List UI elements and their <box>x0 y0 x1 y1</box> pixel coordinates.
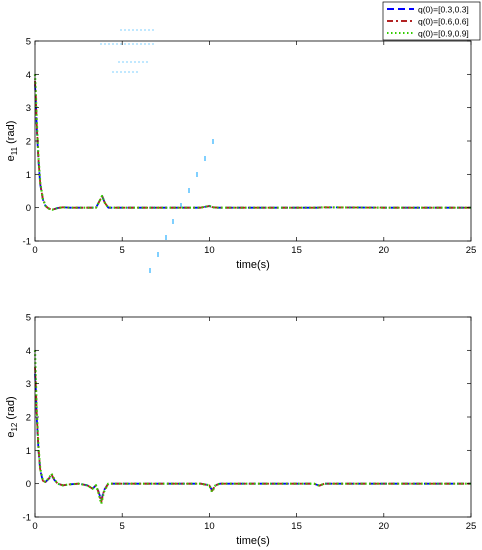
top-plot-ylabel-sub: 11 <box>10 146 19 155</box>
top-plot-ytick-label: 3 <box>26 103 31 114</box>
legend-entry: q(0)=[0.9,0.9] <box>387 29 469 39</box>
bottom-plot-series-line-0 <box>34 373 471 502</box>
artifact-mark <box>157 252 159 257</box>
bottom-plot-series-line-1 <box>34 366 471 503</box>
top-plot-series-line-2 <box>33 74 471 211</box>
legend-entry: q(0)=[0.3,0.3] <box>387 5 469 15</box>
top-plot-ytick-label: 1 <box>26 170 31 181</box>
legend-label-1: q(0)=[0.6,0.6] <box>418 17 469 27</box>
bottom-plot-frame <box>34 316 472 518</box>
top-plot-xtick-label: 20 <box>379 245 390 256</box>
top-plot-series <box>33 74 471 211</box>
bottom-plot-ytick-label: 1 <box>26 446 31 457</box>
top-plot-ytick-label: 2 <box>26 137 31 148</box>
artifact-mark <box>165 235 167 240</box>
top-plot-ylabel: e11 (rad) <box>5 121 19 162</box>
top-plot-xtick-label: 10 <box>204 245 215 256</box>
top-plot-xtick-label: 0 <box>32 245 37 256</box>
artifact-mark <box>188 188 190 193</box>
top-plot-ylabel-main: e <box>5 155 17 161</box>
legend: q(0)=[0.3,0.3] q(0)=[0.6,0.6] q(0)=[0.9,… <box>382 1 481 41</box>
bottom-plot-xtick-label: 25 <box>466 521 477 532</box>
artifact-mark <box>172 219 174 224</box>
top-plot-xtick-label: 5 <box>120 245 125 256</box>
bottom-plot-xtick-label: 0 <box>32 521 37 532</box>
top-plot-ytick-label: 4 <box>26 70 31 81</box>
bottom-plot-xtick-label: 10 <box>204 521 215 532</box>
bottom-plot-ytick-label: 4 <box>26 346 31 357</box>
artifact-mark <box>204 156 206 161</box>
artifact-mark <box>149 268 151 273</box>
bottom-plot-ytick-label: 3 <box>26 379 31 390</box>
legend-entry: q(0)=[0.6,0.6] <box>387 17 469 27</box>
bottom-plot-ytick-label: -1 <box>23 513 31 524</box>
bottom-plot-series-line-2 <box>33 350 471 505</box>
bottom-plot-ylabel-sub: 12 <box>10 422 19 431</box>
top-plot-ytick-label: 0 <box>26 203 31 214</box>
top-plot-ytick-label: 5 <box>26 37 31 48</box>
top-plot-xtick-label: 15 <box>291 245 302 256</box>
legend-label-0: q(0)=[0.3,0.3] <box>418 5 469 15</box>
bottom-plot-ytick-label: 2 <box>26 413 31 424</box>
bottom-plot-ylabel-main: e <box>5 432 17 438</box>
bottom-plot-xtick-label: 5 <box>120 521 125 532</box>
top-plot-ylabel-unit: (rad) <box>5 121 17 147</box>
top-plot-frame <box>34 40 472 242</box>
legend-label-2: q(0)=[0.9,0.9] <box>418 29 469 39</box>
bottom-plot-xtick-label: 15 <box>291 521 302 532</box>
scan-artifacts <box>100 29 214 273</box>
top-plot-series-line-0 <box>34 84 471 211</box>
top-plot-ytick-label: -1 <box>23 237 31 248</box>
artifact-mark <box>196 172 198 177</box>
bottom-plot-xtick-label: 20 <box>379 521 390 532</box>
bottom-plot-xlabel: time(s) <box>236 535 270 547</box>
bottom-plot-ytick-label: 5 <box>26 313 31 324</box>
top-plot-xlabel: time(s) <box>236 259 270 271</box>
top-plot-series-line-1 <box>34 80 471 211</box>
bottom-plot-ylabel-unit: (rad) <box>5 396 17 422</box>
artifact-mark <box>180 203 182 208</box>
bottom-plot-series <box>33 350 471 505</box>
artifact-mark <box>212 139 214 144</box>
bottom-plot-ytick-label: 0 <box>26 479 31 490</box>
bottom-plot-ylabel: e12 (rad) <box>5 396 19 437</box>
top-plot-xtick-label: 25 <box>466 245 477 256</box>
